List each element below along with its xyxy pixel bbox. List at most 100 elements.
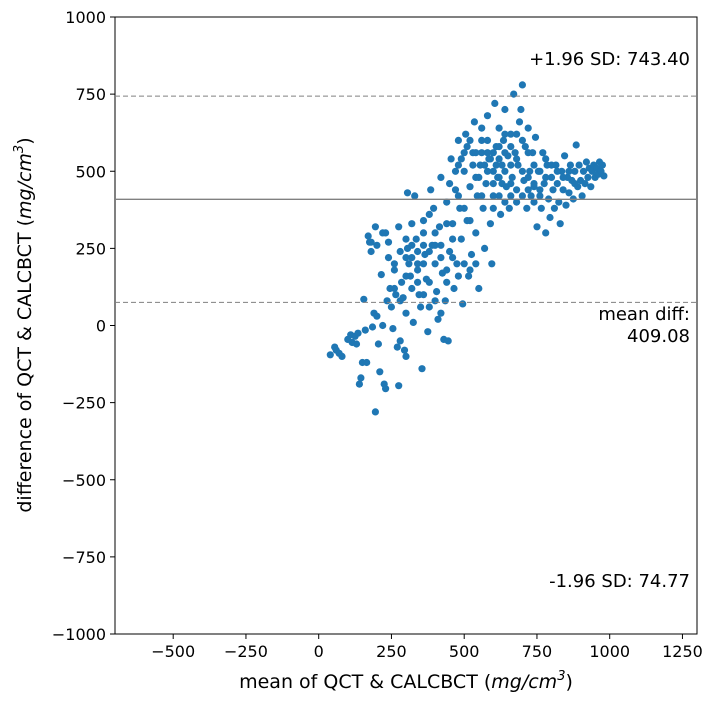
scatter-point [414,247,422,256]
x-tick-label: 1250 [662,642,703,661]
scatter-point [521,143,529,151]
scatter-point [513,155,521,163]
x-tick-label: 500 [449,642,480,661]
scatter-point [408,284,416,293]
y-tick-label: −500 [62,471,106,490]
scatter-point [559,173,567,181]
scatter-point [460,167,468,175]
scatter-point [530,161,538,169]
scatter-point [524,173,532,181]
scatter-point [507,161,515,169]
scatter-point [542,155,550,163]
scatter-point [475,173,483,181]
scatter-point [402,235,410,243]
scatter-point [408,254,416,262]
scatter-point [584,173,592,181]
x-tick-label: −500 [151,642,195,661]
scatter-point [454,272,462,280]
scatter-point [466,217,474,225]
scatter-point [466,183,474,191]
scatter-point [472,149,480,157]
scatter-point [572,141,580,149]
scatter-point [501,130,509,138]
scatter-point [470,118,478,126]
scatter-point [495,173,503,181]
scatter-point [571,180,579,188]
scatter-point [565,189,573,197]
scatter-point [517,105,525,114]
scatter-point [427,186,435,194]
scatter-point [360,295,368,303]
scatter-point [446,247,454,256]
scatter-point [501,105,509,114]
scatter-point [467,250,476,259]
scatter-point [431,260,439,268]
scatter-point [379,229,387,237]
upper-loa-label: +1.96 SD: 743.40 [529,49,690,70]
scatter-point [578,192,586,200]
scatter-point [495,192,503,200]
mean-diff-label-line1: mean diff: [598,304,690,325]
scatter-point [357,374,365,382]
scatter-point [539,149,547,157]
scatter-point [374,340,382,348]
scatter-point [367,247,375,256]
scatter-point [507,180,515,188]
scatter-point [507,192,515,200]
x-tick-label: 250 [376,642,407,661]
scatter-point [530,180,538,188]
scatter-point [417,303,425,311]
scatter-point [492,161,500,169]
scatter-point [498,180,506,188]
scatter-point [361,326,369,334]
scatter-point [575,161,583,169]
scatter-point [411,192,419,200]
scatter-point [376,368,384,376]
scatter-point [600,172,608,180]
scatter-point [430,204,438,212]
x-tick-label: 0 [314,642,324,661]
scatter-point [437,173,445,181]
scatter-point [582,158,591,166]
scatter-point [598,161,607,169]
scatter-point [472,229,480,237]
scatter-point [414,278,422,286]
scatter-point [553,180,561,188]
scatter-point [384,238,393,246]
scatter-point [414,266,422,274]
scatter-point [505,204,513,212]
scatter-point [451,186,460,194]
scatter-point [368,323,377,331]
plot-frame [114,16,698,635]
scatter-point [483,167,492,175]
x-tick-label: 750 [522,642,553,661]
scatter-point [508,173,516,181]
scatter-point [326,351,334,359]
scatter-point [354,329,362,337]
scatter-point [402,254,410,262]
scatter-point [431,229,439,237]
y-tick-label: 1000 [65,8,106,27]
scatter-point [526,167,534,175]
scatter-point [499,136,508,144]
scatter-point [489,192,497,200]
scatter-point [431,241,439,249]
scatter-point [537,204,545,212]
scatter-point [460,260,468,268]
scatter-point [424,328,432,336]
scatter-point [402,309,410,317]
scatter-point [546,213,554,222]
scatter-point [425,210,433,218]
scatter-point [437,254,445,262]
scatter-point [409,318,417,326]
scatter-point [462,130,470,138]
scatter-point [483,136,492,144]
scatter-point [412,235,420,243]
scatter-point [371,223,379,231]
scatter-point [542,229,550,237]
scatter-point [501,149,509,157]
y-axis-label: difference of QCT & CALCBCT (mg/cm3) [12,137,36,512]
scatter-point [367,238,375,246]
scatter-point [531,133,540,141]
scatter-point [547,161,556,169]
